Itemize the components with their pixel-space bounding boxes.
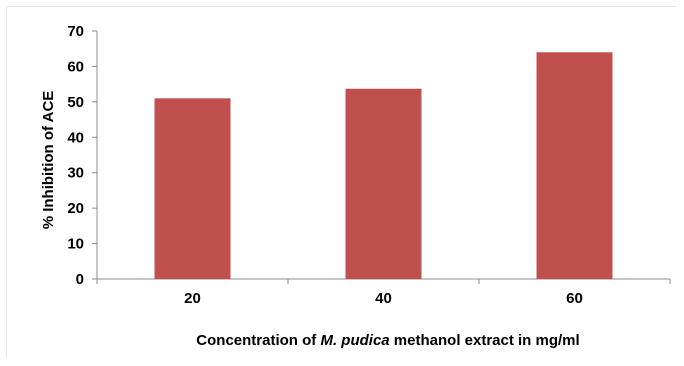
chart-frame [6, 6, 676, 358]
bar-40 [345, 88, 422, 280]
y-tick-label: 40 [67, 129, 84, 146]
y-tick-label: 60 [67, 58, 84, 75]
x-axis-title-part: M. pudica [320, 332, 389, 349]
y-tick-label: 20 [67, 200, 84, 217]
bar-20 [154, 98, 231, 279]
x-axis-title-part: methanol extract in mg/ml [390, 332, 580, 349]
bar-60 [536, 52, 613, 279]
x-tick-label: 40 [375, 290, 392, 307]
x-axis: 20 40 60 [96, 278, 671, 307]
y-tick-label: 50 [67, 94, 84, 111]
y-tick-label: 70 [67, 23, 84, 40]
x-tick-label: 60 [566, 290, 583, 307]
x-axis-title-part: Concentration of [196, 332, 320, 349]
bars [154, 52, 613, 280]
x-axis-title: Concentration of M. pudica methanol extr… [196, 332, 579, 349]
y-axis-title: % Inhibition of ACE [40, 91, 57, 230]
y-axis: 0 10 20 30 40 50 60 70 [67, 23, 98, 288]
y-tick-label: 0 [76, 271, 84, 288]
x-tick-label: 20 [184, 290, 201, 307]
y-tick-label: 30 [67, 165, 84, 182]
y-tick-label: 10 [67, 236, 84, 253]
